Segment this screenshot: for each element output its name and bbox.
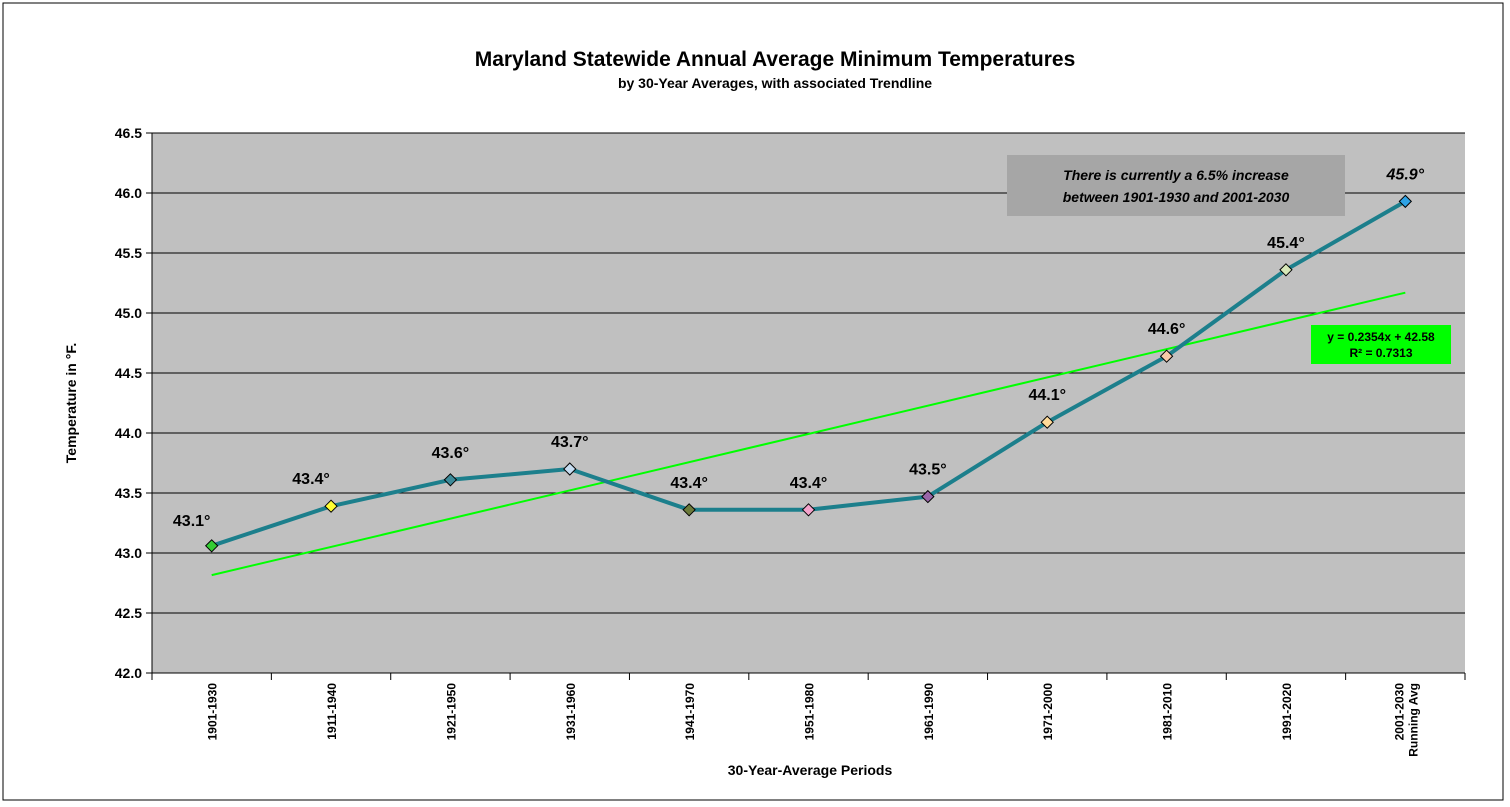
equation-box	[1311, 325, 1451, 364]
y-tick-label: 45.0	[115, 305, 142, 321]
value-label: 43.4°	[292, 471, 330, 488]
annotation-text: between 1901-1930 and 2001-2030	[1063, 189, 1290, 205]
x-tick-label: 1921-1950	[444, 683, 458, 741]
y-axis-label: Temperature in °F.	[63, 343, 79, 463]
y-tick-label: 43.0	[115, 545, 142, 561]
x-tick-label: 1971-2000	[1041, 683, 1055, 741]
trendline	[211, 291, 1406, 577]
x-tick-label: 1981-2010	[1161, 683, 1175, 741]
data-point	[1159, 349, 1174, 363]
data-point	[1040, 415, 1054, 429]
y-tick-label: 42.5	[115, 605, 142, 621]
annotation-box	[1007, 155, 1345, 216]
y-tick-label: 46.5	[115, 125, 142, 141]
x-tick-label: 1961-1990	[922, 683, 936, 741]
y-tick-label: 45.5	[115, 245, 142, 261]
value-label: 43.1°	[173, 513, 211, 530]
x-tick-label: 1901-1930	[206, 683, 220, 741]
value-label: 43.6°	[432, 445, 470, 462]
x-tick-label: Running Avg	[1406, 683, 1420, 757]
value-label: 43.7°	[551, 434, 589, 451]
trend-equation: y = 0.2354x + 42.58	[1327, 330, 1435, 344]
value-label: 45.4°	[1267, 235, 1305, 252]
x-tick-label: 1991-2020	[1280, 683, 1294, 741]
value-label: 43.5°	[909, 462, 947, 479]
value-label: 44.6°	[1148, 321, 1186, 338]
plot-area	[152, 133, 1465, 673]
data-point	[443, 473, 458, 487]
value-label: 43.4°	[670, 475, 708, 492]
data-point	[324, 499, 338, 513]
x-tick-label: 1931-1960	[564, 683, 578, 741]
x-tick-label: 1911-1940	[325, 683, 339, 740]
data-point	[682, 503, 696, 517]
y-tick-label: 44.5	[115, 365, 142, 381]
chart-title: Maryland Statewide Annual Average Minimu…	[475, 48, 1076, 71]
value-label: 45.9°	[1386, 166, 1425, 183]
y-tick-label: 44.0	[115, 425, 142, 441]
data-point	[921, 489, 935, 504]
data-point	[563, 462, 577, 476]
data-point	[204, 539, 219, 553]
value-label: 44.1°	[1028, 387, 1066, 404]
x-tick-label: 2001-2030	[1392, 683, 1406, 741]
x-tick-label: 1941-1970	[683, 683, 697, 741]
y-tick-label: 43.5	[115, 485, 142, 501]
data-point	[1398, 194, 1413, 209]
x-tick-label: 1951-1980	[803, 683, 817, 741]
trend-r-squared: R² = 0.7313	[1349, 346, 1412, 360]
x-axis-label: 30-Year-Average Periods	[728, 762, 893, 778]
annotation-text: There is currently a 6.5% increase	[1063, 167, 1289, 183]
value-label: 43.4°	[790, 475, 828, 492]
data-point	[1279, 263, 1293, 277]
y-tick-label: 46.0	[115, 185, 142, 201]
data-point	[801, 503, 816, 517]
y-tick-label: 42.0	[115, 665, 142, 681]
chart-subtitle: by 30-Year Averages, with associated Tre…	[618, 75, 932, 91]
